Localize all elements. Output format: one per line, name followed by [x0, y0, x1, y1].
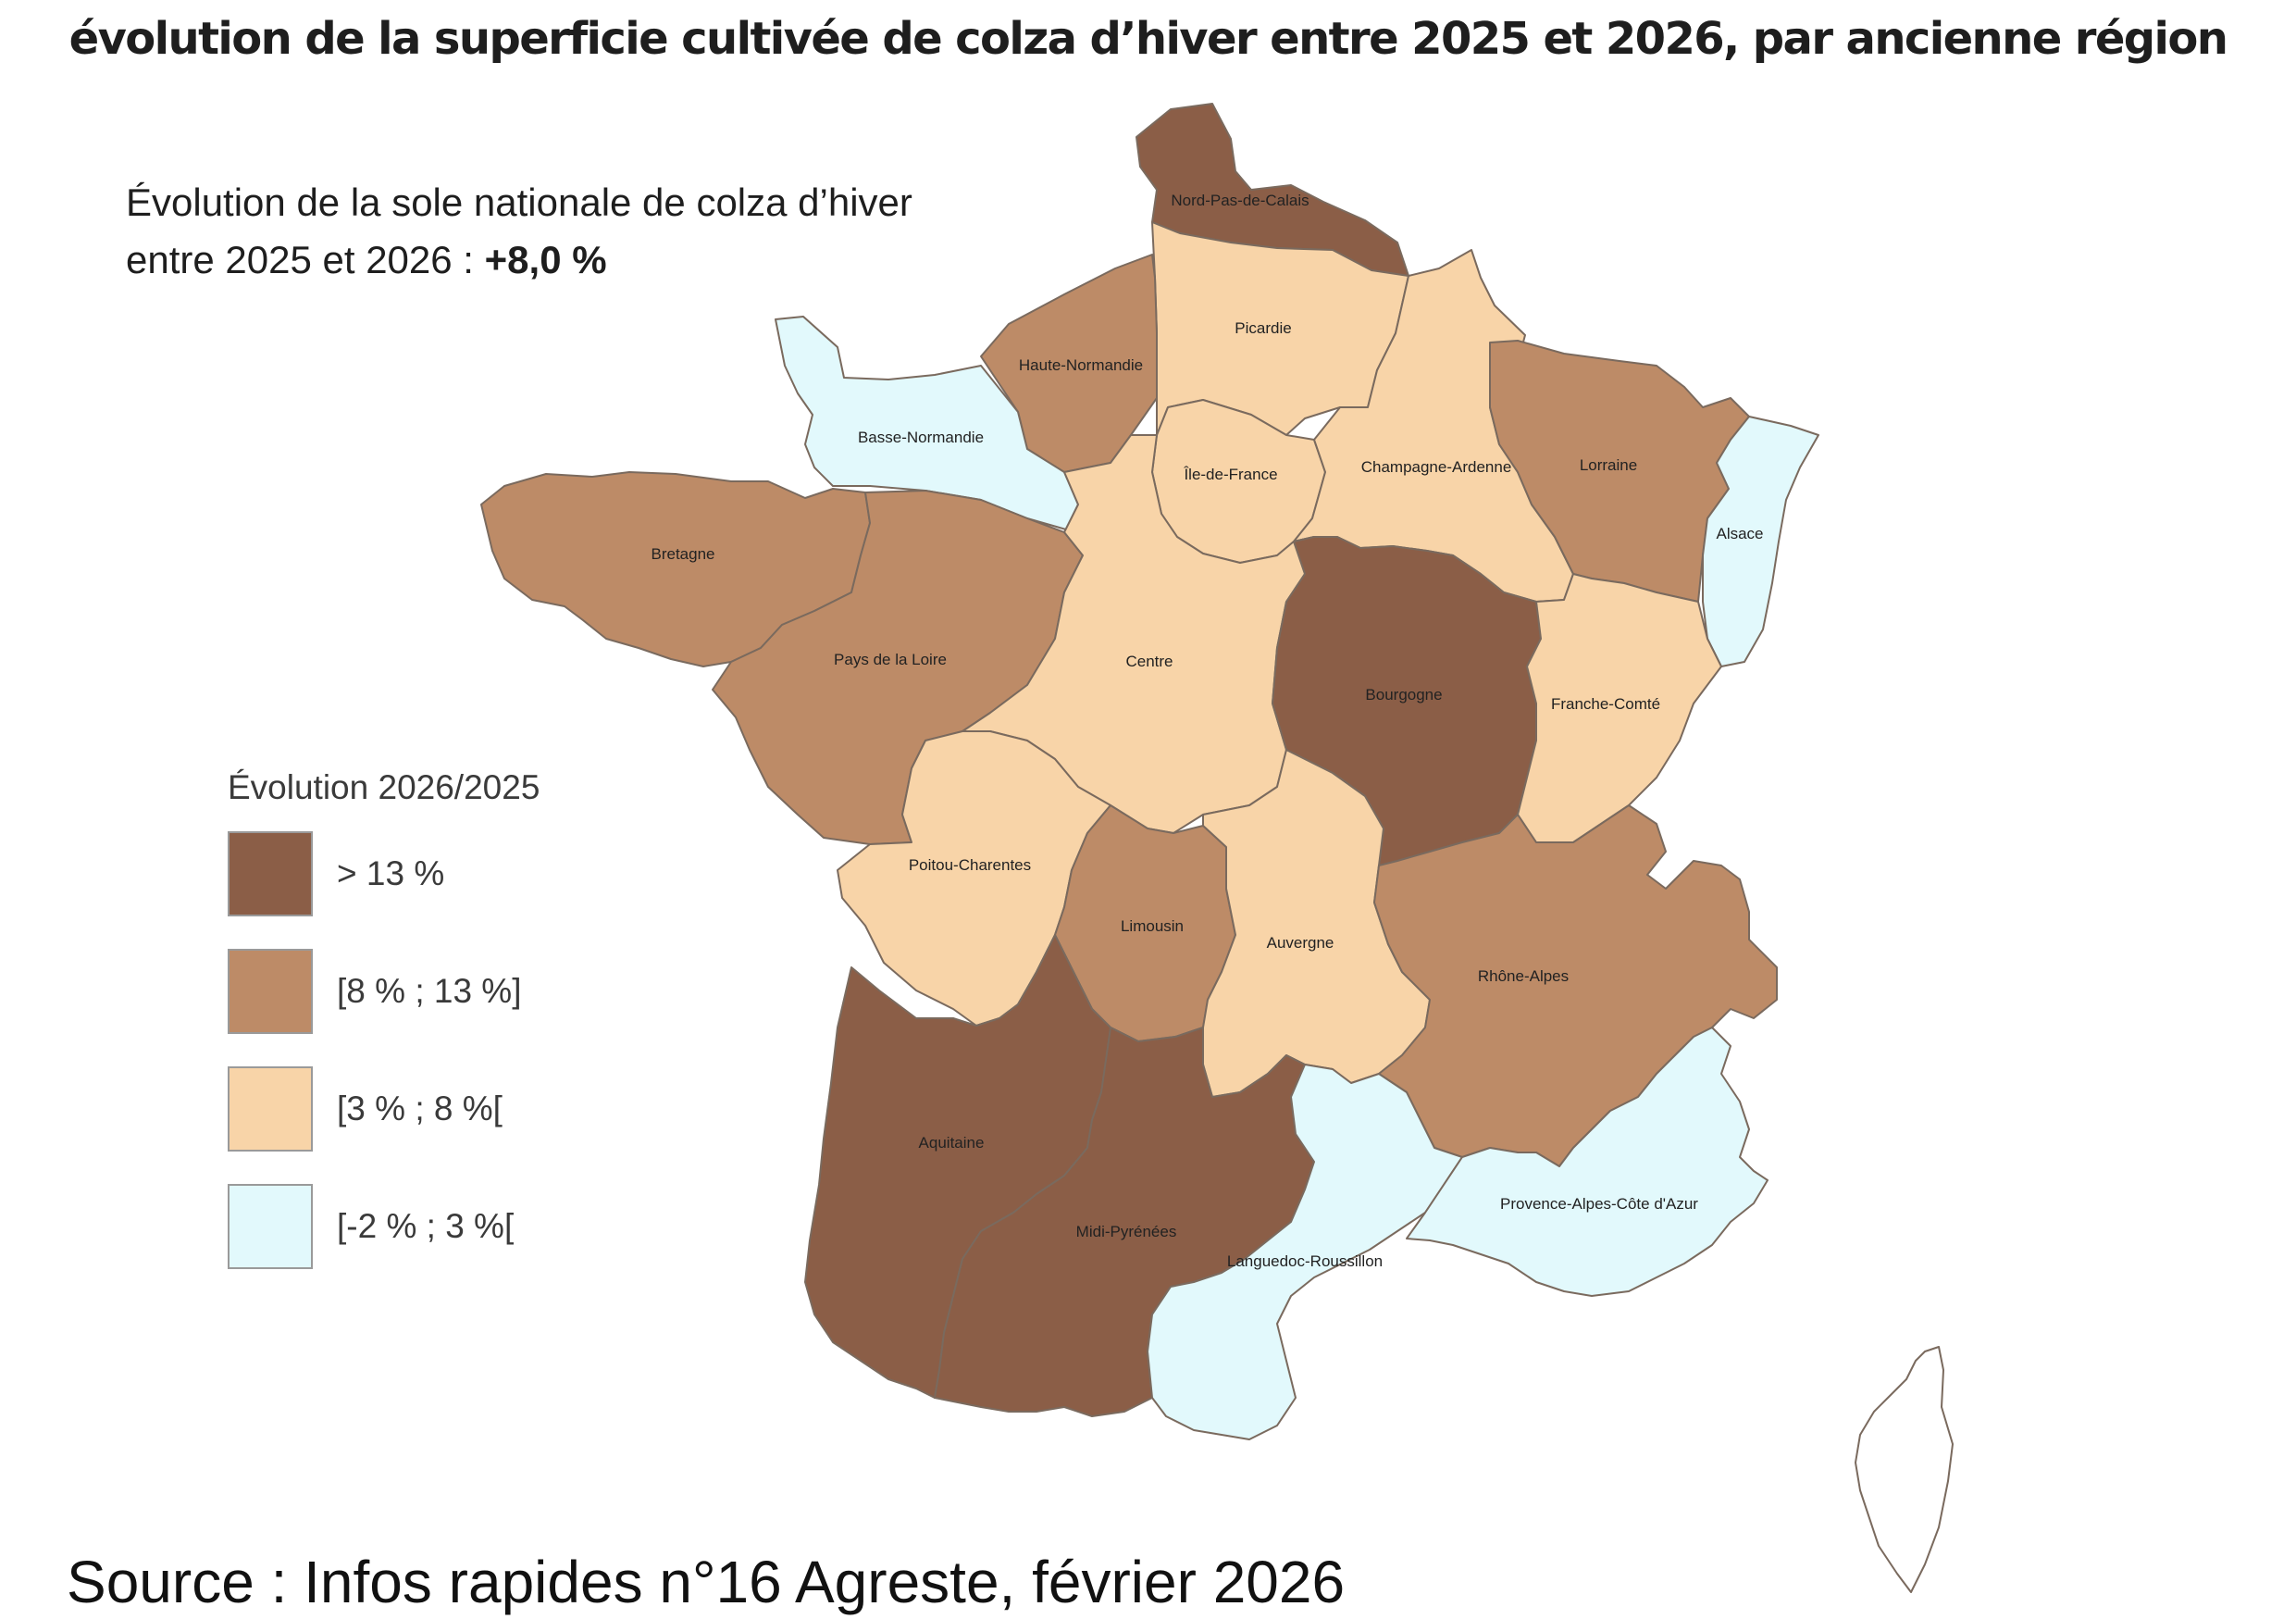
- national-evolution-note: Évolution de la sole nationale de colza …: [126, 174, 912, 289]
- label-bourgogne: Bourgogne: [1365, 686, 1442, 704]
- label-limousin: Limousin: [1121, 917, 1184, 935]
- map-title: évolution de la superficie cultivée de c…: [68, 13, 2228, 65]
- label-champagne-ardenne: Champagne-Ardenne: [1361, 458, 1512, 476]
- region-corse: [1855, 1346, 1954, 1593]
- label-bretagne: Bretagne: [652, 545, 715, 563]
- regions-layer: [480, 103, 1954, 1593]
- label-pays-de-la-loire: Pays de la Loire: [834, 651, 947, 668]
- label-basse-normandie: Basse-Normandie: [858, 429, 984, 446]
- legend-item-minus2-3: [-2 % ; 3 %[: [228, 1184, 540, 1269]
- label-haute-normandie: Haute-Normandie: [1019, 356, 1143, 374]
- national-evolution-text: entre 2025 et 2026 :: [126, 238, 485, 281]
- label-picardie: Picardie: [1235, 319, 1291, 337]
- national-evolution-line1: Évolution de la sole nationale de colza …: [126, 181, 912, 224]
- label-nord-pas-de-calais: Nord-Pas-de-Calais: [1171, 192, 1309, 209]
- legend-swatch: [228, 949, 313, 1034]
- label-centre: Centre: [1125, 653, 1173, 670]
- region-provence-alpes-cote-d-azur[interactable]: [1406, 1027, 1769, 1297]
- legend-swatch: [228, 831, 313, 916]
- label-midi-pyrenees: Midi-Pyrénées: [1076, 1223, 1177, 1240]
- label-alsace: Alsace: [1716, 525, 1763, 542]
- label-provence-alpes-cote-d-azur: Provence-Alpes-Côte d'Azur: [1500, 1195, 1698, 1213]
- legend-label: [8 % ; 13 %]: [337, 972, 522, 1010]
- legend-item-8-13: [8 % ; 13 %]: [228, 949, 540, 1034]
- label-rhone-alpes: Rhône-Alpes: [1478, 967, 1569, 985]
- label-languedoc-roussillon: Languedoc-Roussillon: [1227, 1252, 1383, 1270]
- legend-item-over-13: > 13 %: [228, 831, 540, 916]
- label-auvergne: Auvergne: [1267, 934, 1334, 952]
- legend-swatch: [228, 1184, 313, 1269]
- label-lorraine: Lorraine: [1580, 456, 1637, 474]
- region-languedoc-roussillon[interactable]: [1147, 1064, 1463, 1440]
- national-evolution-value: +8,0 %: [484, 238, 607, 281]
- label-franche-comte: Franche-Comté: [1551, 695, 1660, 713]
- legend-item-3-8: [3 % ; 8 %[: [228, 1066, 540, 1152]
- legend-swatch: [228, 1066, 313, 1152]
- legend-title: Évolution 2026/2025: [228, 768, 540, 806]
- national-evolution-line2: entre 2025 et 2026 : +8,0 %: [126, 231, 912, 289]
- map-legend: Évolution 2026/2025 > 13 % [8 % ; 13 %] …: [228, 768, 540, 1301]
- legend-label: > 13 %: [337, 854, 445, 892]
- label-aquitaine: Aquitaine: [919, 1134, 985, 1152]
- label-poitou-charentes: Poitou-Charentes: [909, 856, 1031, 874]
- source-note: Source : Infos rapides n°16 Agreste, fév…: [67, 1549, 1346, 1615]
- legend-label: [3 % ; 8 %[: [337, 1090, 503, 1127]
- label-ile-de-france: Île-de-France: [1183, 466, 1277, 483]
- region-alsace[interactable]: [1702, 416, 1819, 667]
- region-franche-comte[interactable]: [1517, 573, 1722, 843]
- region-labels: Nord-Pas-de-Calais Picardie Haute-Norman…: [652, 192, 1764, 1270]
- legend-label: [-2 % ; 3 %[: [337, 1207, 515, 1245]
